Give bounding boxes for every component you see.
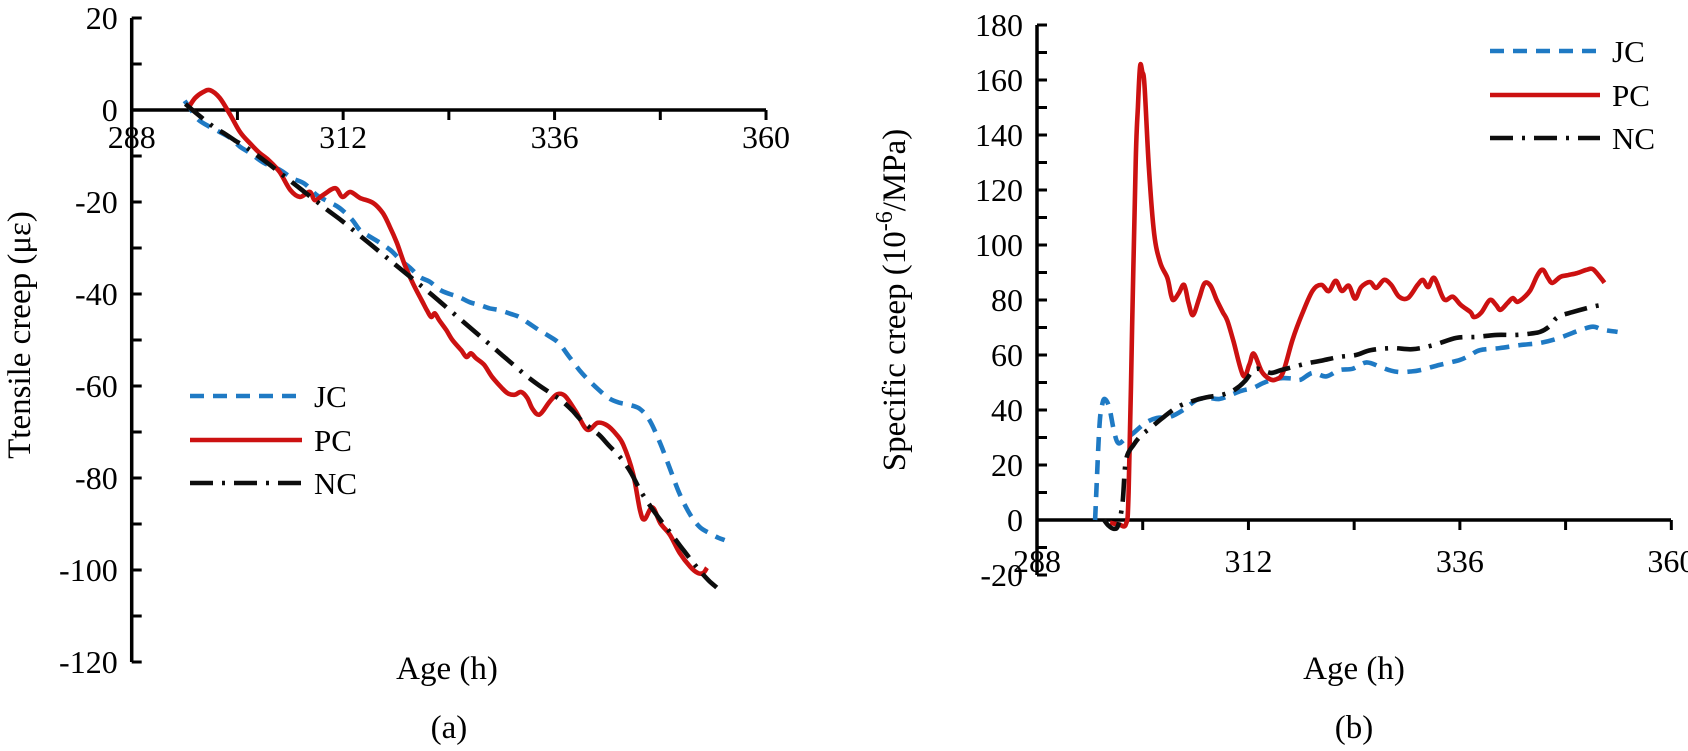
chart-b-y-tick-label: 140 (975, 117, 1023, 153)
chart-a-y-tick-label: -80 (75, 460, 118, 496)
chart-b-y-tick-label: 20 (991, 447, 1023, 483)
chart-b-y-tick-label: 40 (991, 392, 1023, 428)
chart-b-y-tick-label: 160 (975, 62, 1023, 98)
chart-b-caption: (b) (1335, 710, 1373, 746)
chart-a-y-tick-label: 0 (102, 92, 118, 128)
legend-nc-label: NC (314, 466, 357, 501)
legend-nc-label: NC (1612, 121, 1655, 156)
chart-b-y-axis-title-sup: -6 (872, 211, 898, 231)
chart-b-y-tick-label: 80 (991, 282, 1023, 318)
chart-a-x-tick-label: 288 (108, 119, 156, 155)
chart-a-x-axis-title: Age (h) (396, 651, 498, 687)
chart-a-series-pc-line (186, 87, 709, 577)
chart-b-x-tick-label: 336 (1436, 543, 1484, 579)
chart-b-series-pc-line (1109, 61, 1607, 529)
chart-a-y-tick-label: -40 (75, 276, 118, 312)
chart-a-y-tick-label: -120 (59, 644, 118, 680)
chart-b-series-nc-line (1102, 302, 1604, 532)
chart-b-y-axis-title-post: /MPa) (877, 129, 913, 212)
chart-b-x-tick-label: 360 (1647, 543, 1688, 579)
legend-jc-label: JC (314, 379, 347, 414)
chart-b-y-tick-label: 0 (1007, 502, 1023, 538)
chart-a-y-tick-label: -60 (75, 368, 118, 404)
chart-b-legend: JC PC NC (1490, 34, 1655, 156)
chart-b: 288 312 336 360180160140120100806040200-20J… (975, 7, 1688, 593)
chart-b-y-axis-title-text: Specific creep (10 (877, 231, 913, 471)
chart-a-x-tick-label: 360 (742, 119, 790, 155)
chart-a: 288 312 336 360 20 0 -20 -40 -60 -80 -100 -120 JC PC N… (59, 0, 790, 680)
chart-b-y-tick-label: 100 (975, 227, 1023, 263)
chart-b-y-tick-label: 180 (975, 7, 1023, 43)
chart-a-x-tick-label: 312 (319, 119, 367, 155)
chart-a-caption: (a) (431, 710, 468, 746)
chart-a-y-axis-title: Ttensile creep (με) (2, 211, 38, 459)
chart-b-x-tick-label: 312 (1224, 543, 1272, 579)
chart-b-y-tick-label: -20 (980, 557, 1023, 593)
chart-a-y-axis-title-text: Ttensile creep (με) (2, 211, 38, 459)
legend-pc-label: PC (314, 423, 352, 458)
chart-a-y-tick-label: -100 (59, 552, 118, 588)
chart-a-y-tick-label: 20 (86, 0, 118, 36)
chart-a-series-nc-line (183, 102, 719, 590)
chart-a-series-jc-line (182, 99, 726, 543)
chart-b-series-jc-line (1092, 324, 1618, 521)
legend-pc-label: PC (1612, 78, 1650, 113)
chart-a-legend: JC PC NC (190, 379, 357, 501)
chart-b-y-axis-title: Specific creep (10-6/MPa) (872, 129, 913, 472)
chart-a-x-tick-label: 336 (531, 119, 579, 155)
chart-a-y-tick-label: -20 (75, 184, 118, 220)
chart-b-x-axis-title: Age (h) (1303, 651, 1405, 687)
chart-b-y-tick-label: 60 (991, 337, 1023, 373)
legend-jc-label: JC (1612, 34, 1645, 69)
chart-b-y-tick-label: 120 (975, 172, 1023, 208)
